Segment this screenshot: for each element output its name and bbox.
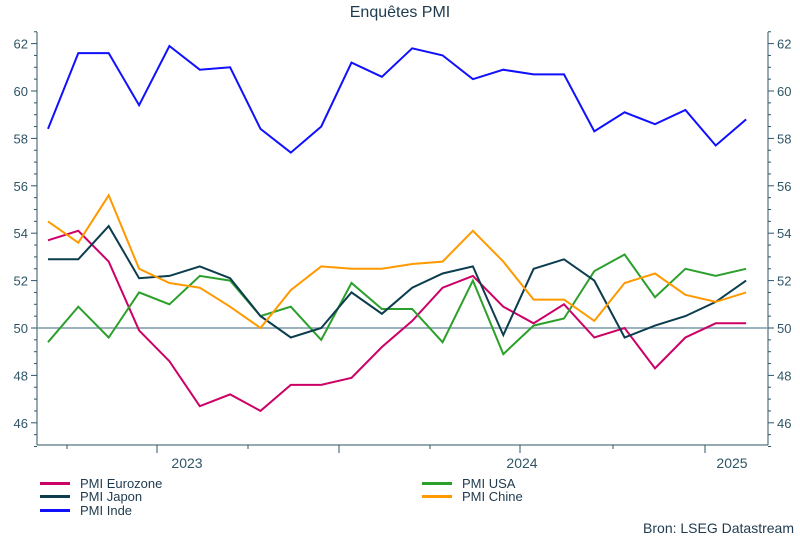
legend-swatch: [40, 509, 70, 512]
y-tick-label: 46: [14, 416, 28, 431]
legend-label: PMI USA: [462, 476, 516, 491]
y-tick-label: 54: [14, 226, 28, 241]
y-tick-label: 60: [14, 84, 28, 99]
series-line-pmi-eurozone: [47, 229, 747, 413]
y-tick-label: 54: [777, 226, 791, 241]
series-line-pmi-inde: [47, 44, 747, 154]
legend-item-japon: PMI Japon: [40, 489, 142, 504]
series-line-pmi-chine: [47, 193, 747, 330]
y-tick-label: 52: [14, 274, 28, 289]
y-tick-label: 50: [777, 321, 791, 336]
legend-swatch: [422, 495, 452, 498]
legend-swatch: [40, 482, 70, 485]
y-tick-label: 60: [777, 84, 791, 99]
y-tick-label: 56: [14, 179, 28, 194]
legend-label: PMI Chine: [462, 489, 523, 504]
chart-title: Enquêtes PMI: [349, 4, 451, 21]
y-tick-label: 62: [14, 37, 28, 52]
series-line-pmi-usa: [47, 253, 747, 356]
legend-item-chine: PMI Chine: [422, 489, 523, 504]
y-tick-label: 56: [777, 179, 791, 194]
y-tick-label: 52: [777, 274, 791, 289]
x-tick-label: 2025: [716, 455, 747, 471]
y-tick-label: 58: [777, 131, 791, 146]
legend-label: PMI Japon: [80, 489, 143, 504]
legend-item-usa: PMI USA: [422, 476, 515, 491]
y-tick-label: 46: [777, 416, 791, 431]
legend-label: PMI Inde: [80, 503, 133, 518]
y-tick-label: 48: [14, 368, 28, 383]
y-tick-label: 50: [14, 321, 28, 336]
y-tick-label: 58: [14, 131, 28, 146]
legend-label: PMI Eurozone: [80, 476, 163, 491]
legend-swatch: [422, 482, 452, 485]
y-tick-label: 48: [777, 368, 791, 383]
legend-swatch: [40, 495, 70, 498]
x-tick-label: 2024: [506, 455, 537, 471]
legend-item-inde: PMI Inde: [40, 503, 132, 518]
y-tick-label: 62: [777, 37, 791, 52]
series-line-pmi-japon: [48, 224, 747, 339]
legend-item-eurozone: PMI Eurozone: [40, 476, 162, 491]
source-note: Bron: LSEG Datastream: [643, 520, 794, 536]
x-tick-label: 2023: [171, 455, 202, 471]
